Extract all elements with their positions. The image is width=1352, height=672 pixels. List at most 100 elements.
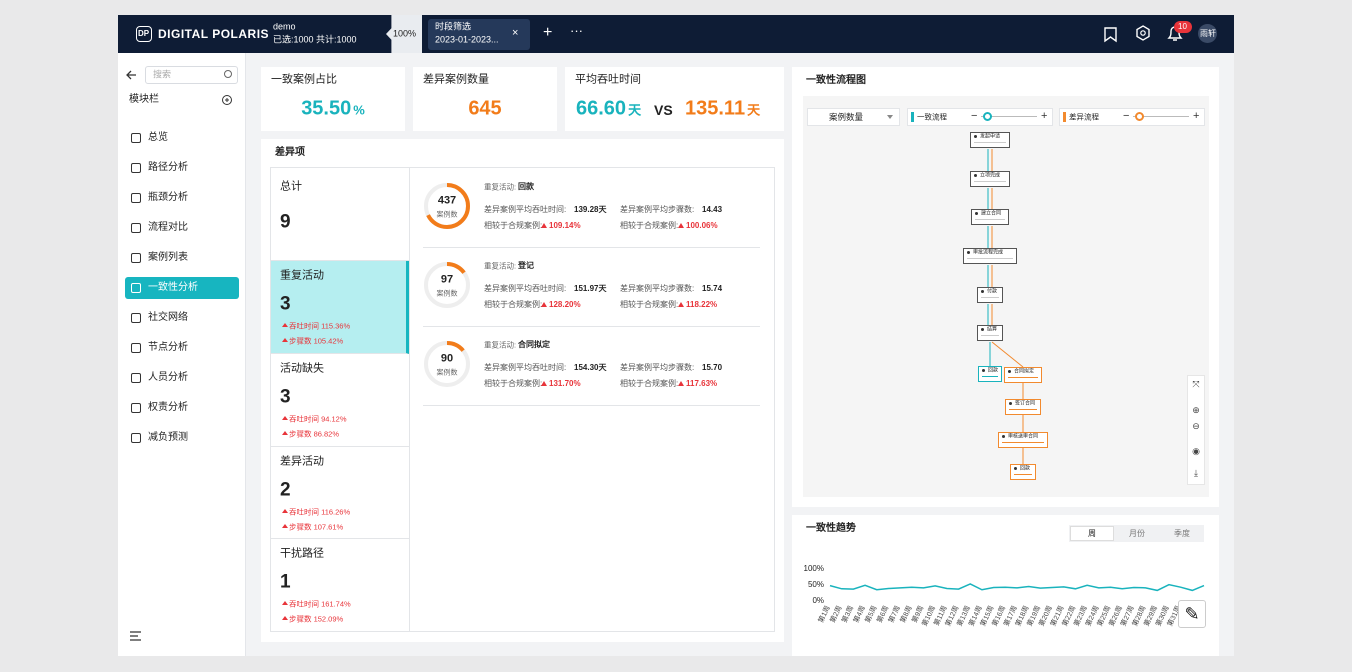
period-tab-label[interactable]: 季度 [1174, 529, 1190, 538]
up-arrow [282, 323, 288, 327]
flow-node[interactable] [970, 171, 1010, 187]
menu-item[interactable]: 路径分析 [148, 162, 188, 173]
kpi-value: 66.60 天 [576, 98, 641, 121]
toolbar-button[interactable]: ◉ [1192, 446, 1200, 456]
kpi-value: 645 [468, 98, 501, 121]
menu-item[interactable]: 社交网络 [148, 312, 188, 323]
filter-tab-range[interactable]: 2023-01-2023... [435, 34, 499, 45]
category-tab[interactable] [271, 167, 409, 261]
zoom-tab[interactable] [386, 15, 422, 53]
badge [1174, 21, 1192, 33]
menu-item[interactable]: 总览 [148, 132, 168, 143]
menu-icon[interactable] [131, 223, 141, 233]
menu-icon[interactable] [131, 163, 141, 173]
category-tab[interactable] [271, 354, 409, 447]
node-bar [974, 181, 1006, 182]
menu-icon[interactable] [131, 313, 141, 323]
close-tab-button[interactable]: × [512, 27, 519, 39]
menu-icon[interactable] [131, 433, 141, 443]
menu-icon[interactable] [131, 373, 141, 383]
ratio-value: 128.20% [549, 300, 581, 309]
slider-track [981, 116, 1037, 117]
node-dot [1014, 467, 1017, 470]
search-icon[interactable] [224, 70, 232, 78]
more-button[interactable]: ··· [570, 23, 583, 38]
menu-item[interactable]: 减负预测 [148, 432, 188, 443]
up-arrow [282, 431, 288, 435]
up-arrow [282, 416, 288, 420]
node-dot [974, 135, 977, 138]
sidebar [118, 53, 246, 656]
case-count: 437 [437, 194, 457, 207]
zoom-out-button[interactable]: − [971, 110, 978, 122]
add-tab-button[interactable]: + [543, 24, 553, 41]
menu-icon[interactable] [131, 343, 141, 353]
kpi-label: 差异案例数量 [423, 73, 489, 86]
menu-icon[interactable] [131, 283, 141, 293]
up-arrow [678, 223, 684, 228]
slider-knob [983, 112, 992, 121]
toolbar-button[interactable]: ⊕ [1192, 405, 1200, 415]
up-arrow [541, 302, 547, 307]
filter-tab[interactable] [428, 19, 530, 50]
toolbar-button[interactable]: ⤓ [1194, 468, 1198, 478]
flow-node[interactable] [963, 248, 1017, 264]
metric-dropdown[interactable] [807, 108, 900, 126]
category-tab[interactable] [271, 261, 409, 354]
filter-tab-title[interactable]: 时段筛选 [435, 21, 472, 32]
case-ring [424, 262, 470, 308]
toolbar-button[interactable]: ⤧ [1192, 379, 1200, 389]
edit-button[interactable]: ✎ [1178, 600, 1206, 628]
active-menu-bg[interactable] [125, 277, 239, 299]
node-bar [1014, 474, 1032, 475]
activity-label: 重复活动: [484, 261, 517, 271]
toolbar-button[interactable]: ⊖ [1192, 421, 1200, 431]
zoom-out-button[interactable]: − [1123, 110, 1130, 122]
flow-node[interactable] [1004, 367, 1042, 383]
menu-item[interactable]: 节点分析 [148, 342, 188, 353]
zoom-in-button[interactable]: + [1041, 110, 1048, 122]
user-name: 雨轩 [1200, 29, 1216, 38]
flow-canvas [803, 96, 1209, 497]
category-name: 总计 [280, 180, 302, 193]
menu-item[interactable]: 权责分析 [148, 402, 188, 413]
case-count: 97 [440, 273, 454, 286]
search-placeholder[interactable]: 搜索 [153, 69, 172, 80]
menu-icon[interactable] [131, 193, 141, 203]
steps-value: 15.70 [702, 363, 723, 372]
period-tab-label[interactable]: 月份 [1129, 529, 1145, 538]
menu-icon[interactable] [131, 133, 141, 143]
steps-label: 差异案例平均步骤数: [620, 284, 695, 293]
menu-item[interactable]: 流程对比 [148, 222, 188, 233]
search-box[interactable] [145, 66, 238, 84]
menu-item[interactable]: 瓶颈分析 [148, 192, 188, 203]
menu-icon[interactable] [131, 253, 141, 263]
compare-label: 相较于合规案例: [620, 221, 679, 230]
category-metric: 吞吐时间 115.36% [289, 321, 351, 331]
node-label: 发起申请 [980, 133, 1001, 140]
category-tab[interactable] [271, 447, 409, 539]
flow-node[interactable] [1005, 399, 1041, 415]
steps-value: 14.43 [702, 205, 723, 214]
diff-divider [409, 167, 410, 632]
flow-node[interactable] [970, 132, 1010, 148]
node-bar [981, 297, 999, 298]
flow-node[interactable] [998, 432, 1048, 448]
kpi-label: 一致案例占比 [271, 73, 337, 86]
node-dot [981, 290, 984, 293]
y-tick-label: 0% [812, 596, 824, 605]
trend-line [829, 583, 1205, 592]
node-dot [975, 212, 978, 215]
flow-node[interactable] [971, 209, 1009, 225]
node-label: 结算 [987, 326, 998, 333]
menu-item[interactable]: 案例列表 [148, 252, 188, 263]
period-tab-label[interactable]: 周 [1088, 529, 1096, 538]
zoom-in-button[interactable]: + [1193, 110, 1200, 122]
period-tab[interactable] [1070, 526, 1114, 541]
menu-item[interactable]: 一致性分析 [148, 282, 198, 293]
menu-item[interactable]: 人员分析 [148, 372, 188, 383]
menu-icon[interactable] [131, 403, 141, 413]
node-dot [967, 251, 970, 254]
dropdown-caret[interactable] [887, 115, 893, 119]
node-label: 审核送审合同 [1008, 433, 1039, 440]
